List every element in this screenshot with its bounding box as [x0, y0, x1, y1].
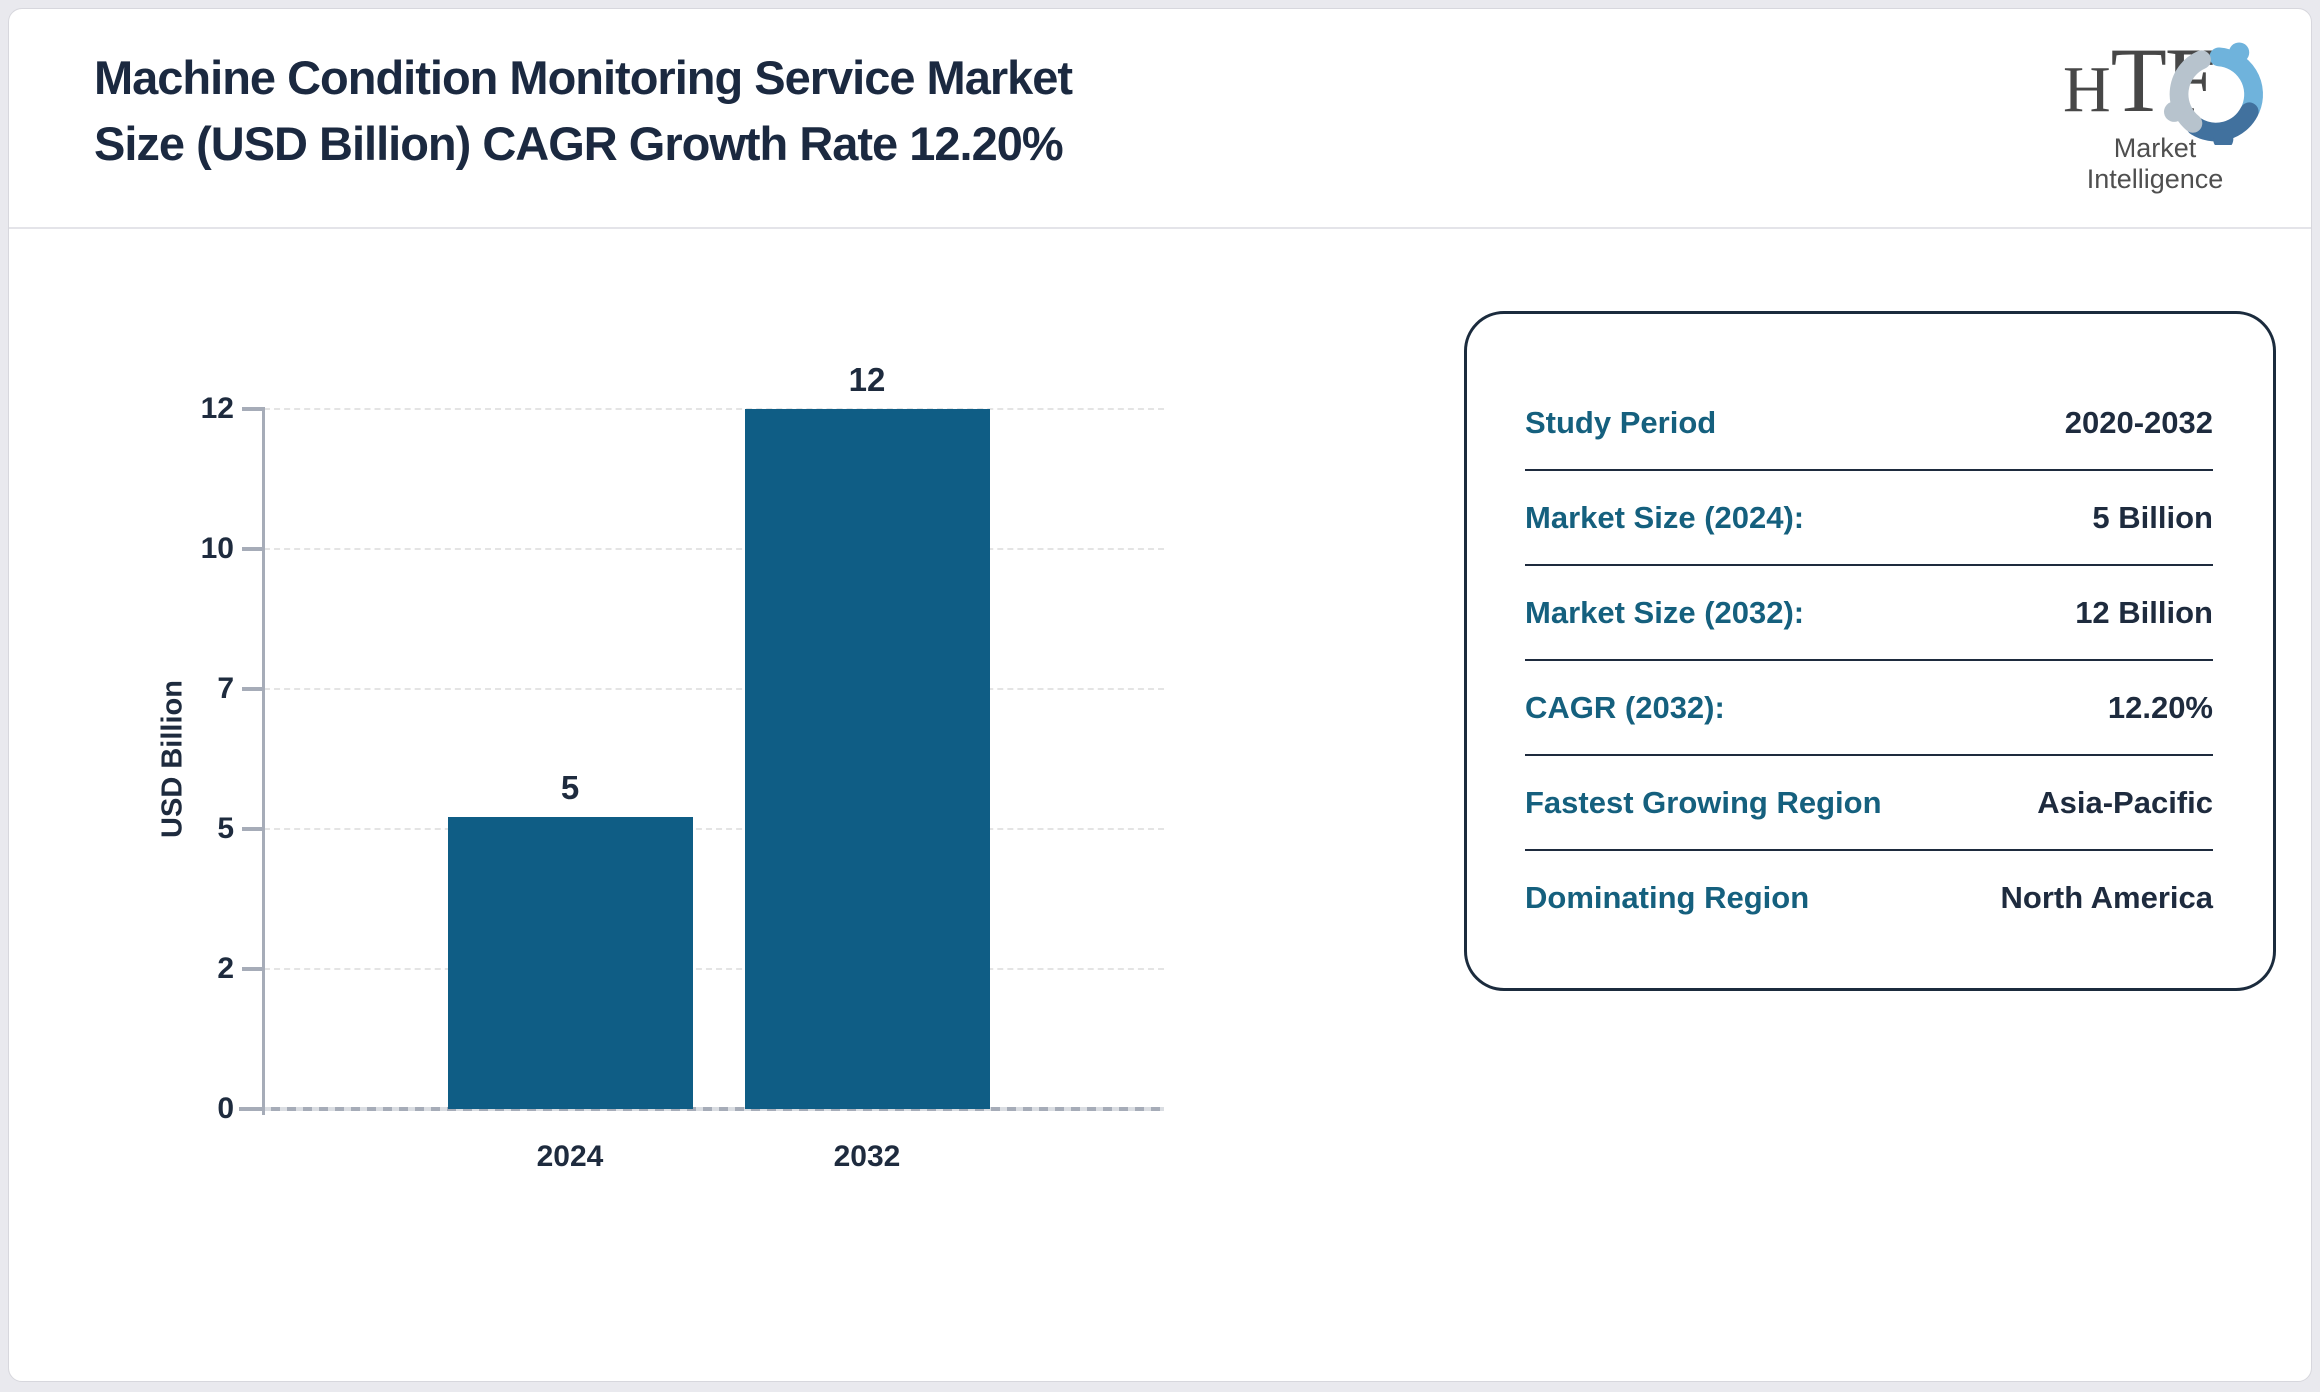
logo-swirl-icon: [2164, 42, 2263, 145]
x-tick-label: 2024: [536, 1140, 604, 1173]
header-divider: [9, 227, 2311, 229]
tick-label: 12: [200, 392, 234, 425]
tick-label: 10: [200, 532, 234, 565]
tick-mark: [242, 547, 264, 551]
info-row-value: 2020-2032: [2064, 404, 2213, 440]
bar-2032: [744, 409, 990, 1109]
x-baseline: [239, 1107, 1164, 1111]
info-row-divider: [1525, 659, 2213, 661]
logo-subtitle: Market Intelligence: [2086, 133, 2224, 194]
bar-2024: [447, 817, 693, 1109]
info-row-divider: [1525, 469, 2213, 471]
page-title: Machine Condition Monitoring Service Mar…: [94, 45, 1073, 177]
info-row-value: Asia-Pacific: [2037, 784, 2213, 820]
info-row: Market Size (2032): 12 Billion: [1525, 566, 2213, 659]
info-row: Market Size (2024): 5 Billion: [1525, 471, 2213, 564]
title-line-1: Machine Condition Monitoring Service Mar…: [94, 51, 1073, 104]
tick-label: 2: [217, 952, 234, 985]
info-row: Study Period 2020-2032: [1525, 376, 2213, 469]
info-row-label: Market Size (2032):: [1525, 594, 1805, 630]
bar-value-label: 5: [560, 769, 580, 807]
tick-mark: [242, 1107, 264, 1111]
x-tick-label: 2032: [833, 1140, 901, 1173]
info-row-divider: [1525, 849, 2213, 851]
info-row-label: Dominating Region: [1525, 879, 1810, 915]
tick-mark: [242, 687, 264, 691]
y-axis-line: [262, 407, 265, 1115]
info-row-divider: [1525, 564, 2213, 566]
info-row-label: CAGR (2032):: [1525, 689, 1725, 725]
tick-mark: [242, 407, 264, 411]
info-row-value: 12 Billion: [2075, 594, 2213, 630]
info-box: Study Period 2020-2032 Market Size (2024):…: [1464, 311, 2276, 991]
title-line-2: Size (USD Billion) CAGR Growth Rate 12.2…: [94, 117, 1064, 170]
info-row: Dominating Region North America: [1525, 851, 2213, 944]
info-box-rows: Study Period 2020-2032 Market Size (2024):…: [1525, 376, 2213, 944]
tick-label: 7: [217, 672, 234, 705]
logo-wordmark: HTF: [2063, 34, 2216, 126]
gridline: [264, 408, 1164, 410]
report-card: Machine Condition Monitoring Service Mar…: [8, 8, 2312, 1382]
info-row-divider: [1525, 754, 2213, 756]
gridline: [264, 688, 1164, 690]
gridline: [264, 548, 1164, 550]
info-row-value: 5 Billion: [2092, 499, 2213, 535]
info-row-value: 12.20%: [2107, 689, 2213, 725]
brand-logo: HTF Market Intelligence: [2049, 34, 2279, 194]
info-row-label: Fastest Growing Region: [1525, 784, 1882, 820]
bar-chart: USD Billion 0 2 5 7 10 12 5 2024 12 2032: [157, 339, 1169, 1189]
info-row-label: Market Size (2024):: [1525, 499, 1805, 535]
info-row-value: North America: [2000, 879, 2213, 915]
gridline: [264, 828, 1164, 830]
info-row: Fastest Growing Region Asia-Pacific: [1525, 756, 2213, 849]
logo-letters-tf: TF: [2110, 29, 2216, 131]
tick-mark: [242, 827, 264, 831]
gridline: [264, 968, 1164, 970]
info-row-label: Study Period: [1525, 404, 1717, 440]
logo-letter-h: H: [2063, 53, 2111, 126]
tick-label: 5: [217, 812, 234, 845]
info-row: CAGR (2032): 12.20%: [1525, 661, 2213, 754]
tick-mark: [242, 967, 264, 971]
bar-value-label: 12: [848, 361, 886, 398]
tick-label: 0: [217, 1092, 234, 1125]
